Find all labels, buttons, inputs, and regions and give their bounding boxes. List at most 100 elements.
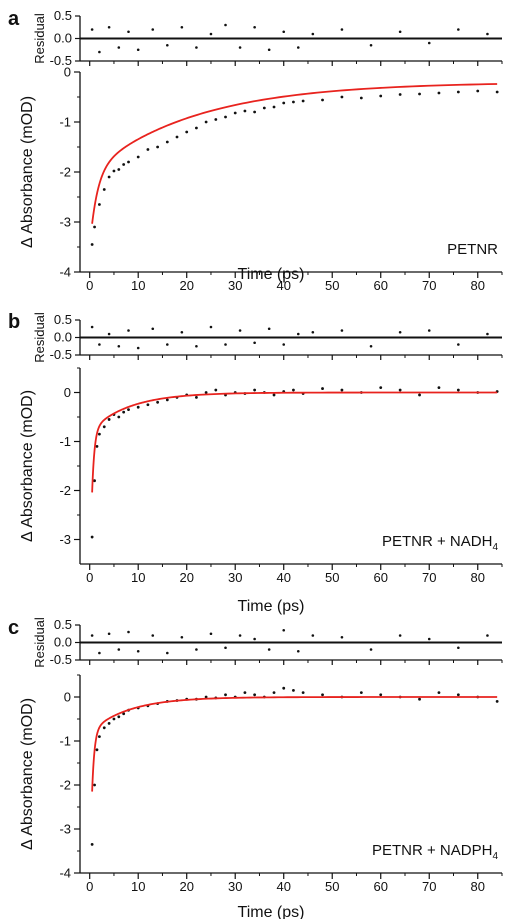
data-point [93, 783, 96, 787]
data-point [122, 163, 126, 166]
data-point [359, 96, 363, 100]
data-point [282, 686, 286, 690]
data-point [95, 748, 99, 752]
data-point [146, 403, 150, 407]
residual-point [180, 25, 184, 29]
x-tick-label: 0 [86, 570, 93, 585]
data-point [102, 726, 106, 730]
residual-plot: -0.5 0.0 0.5 Residual [32, 617, 503, 668]
data-point [185, 130, 189, 134]
residual-point [117, 46, 121, 49]
residual-point [151, 327, 155, 331]
residual-point [282, 343, 286, 346]
residual-point [127, 30, 130, 34]
residual-point [136, 48, 140, 52]
data-point [253, 693, 257, 697]
residual-point [253, 341, 256, 345]
x-tick-label: 10 [131, 278, 145, 293]
data-point [495, 700, 499, 703]
x-tick-label: 40 [276, 570, 290, 585]
data-point [90, 243, 94, 246]
residual-point [127, 630, 130, 634]
data-point [272, 393, 276, 397]
data-point [127, 408, 130, 412]
residual-point [224, 343, 227, 346]
residual-point [267, 327, 271, 331]
panel-c: c -0.5 0.0 0.5 Residual -4 -3 -2 -1 0 0 10 20 30 40 50 6… [8, 617, 503, 919]
residual-y-label: Residual [32, 617, 47, 668]
data-point [418, 92, 421, 96]
data-point [292, 100, 295, 104]
x-tick-label: 50 [325, 570, 339, 585]
data-point [98, 432, 101, 436]
residual-y-tick-label: 0.5 [54, 8, 72, 23]
sample-label: PETNR [447, 241, 498, 258]
data-point [282, 101, 286, 105]
residual-point [369, 43, 373, 47]
sample-label: PETNR + NADH4 [382, 533, 498, 553]
residual-point [311, 330, 315, 334]
data-point [301, 99, 305, 103]
panel-b: b -0.5 0.0 0.5 Residual -3 -2 -1 0 0 10 20 30 40 50 60 7… [8, 311, 503, 615]
residual-y-tick-label: 0.0 [54, 31, 72, 46]
residual-point [398, 634, 402, 637]
data-point [102, 425, 106, 429]
panel-a: a -0.5 0.0 0.5 Residual -4 -3 -2 -1 0 0 10 20 30 40 50 6… [8, 8, 503, 293]
x-axis-label: Time (ps) [238, 598, 305, 615]
data-point [456, 693, 460, 697]
residual-point [151, 28, 155, 31]
x-tick-label: 30 [228, 570, 242, 585]
data-point [437, 91, 441, 95]
residual-point [90, 28, 94, 31]
residual-y-tick-label: -0.5 [50, 652, 72, 667]
x-tick-label: 60 [374, 879, 388, 894]
panel-letter: b [8, 311, 20, 333]
data-point [112, 169, 116, 173]
residual-plot: -0.5 0.0 0.5 Residual [32, 8, 503, 68]
data-point [204, 695, 208, 699]
data-point [204, 120, 208, 124]
y-tick-label: -3 [59, 532, 71, 547]
data-point [418, 697, 421, 701]
x-axis-label: Time (ps) [238, 904, 305, 919]
residual-point [296, 46, 300, 49]
sample-label: PETNR + NADPH4 [372, 842, 498, 862]
residual-point [267, 48, 271, 52]
residual-point [267, 648, 271, 651]
residual-point [253, 637, 256, 641]
data-point [340, 95, 344, 99]
x-tick-label: 80 [471, 879, 485, 894]
x-tick-label: 70 [422, 879, 436, 894]
x-tick-label: 30 [228, 278, 242, 293]
data-point [165, 140, 169, 144]
residual-point [180, 330, 184, 334]
residual-point [224, 23, 227, 27]
main-plot: -3 -2 -1 0 0 10 20 30 40 50 60 70 80 Time (ps) Δ Absor… [19, 367, 503, 615]
data-point [136, 405, 140, 409]
y-tick-label: -1 [59, 434, 71, 449]
residual-plot: -0.5 0.0 0.5 Residual [32, 312, 503, 363]
y-tick-label: 0 [64, 385, 71, 400]
residual-point [457, 343, 460, 346]
data-point [340, 388, 344, 392]
data-point [107, 722, 111, 725]
residual-point [398, 330, 402, 334]
residual-point [209, 632, 213, 636]
data-point [224, 693, 227, 697]
residual-point [427, 329, 431, 332]
residual-point [117, 648, 121, 651]
residual-point [224, 646, 227, 650]
data-point [321, 693, 324, 697]
panel-letter: c [8, 617, 19, 639]
residual-point [340, 329, 344, 332]
data-point [156, 145, 160, 149]
residual-point [195, 46, 198, 49]
residual-point [151, 634, 155, 637]
sample-label-text: PETNR [447, 241, 498, 258]
y-tick-label: -3 [59, 215, 71, 230]
residual-point [282, 30, 286, 34]
residual-point [457, 28, 460, 31]
data-point [437, 386, 441, 389]
residual-point [427, 41, 431, 45]
y-axis-label: Δ Absorbance (mOD) [19, 96, 36, 248]
